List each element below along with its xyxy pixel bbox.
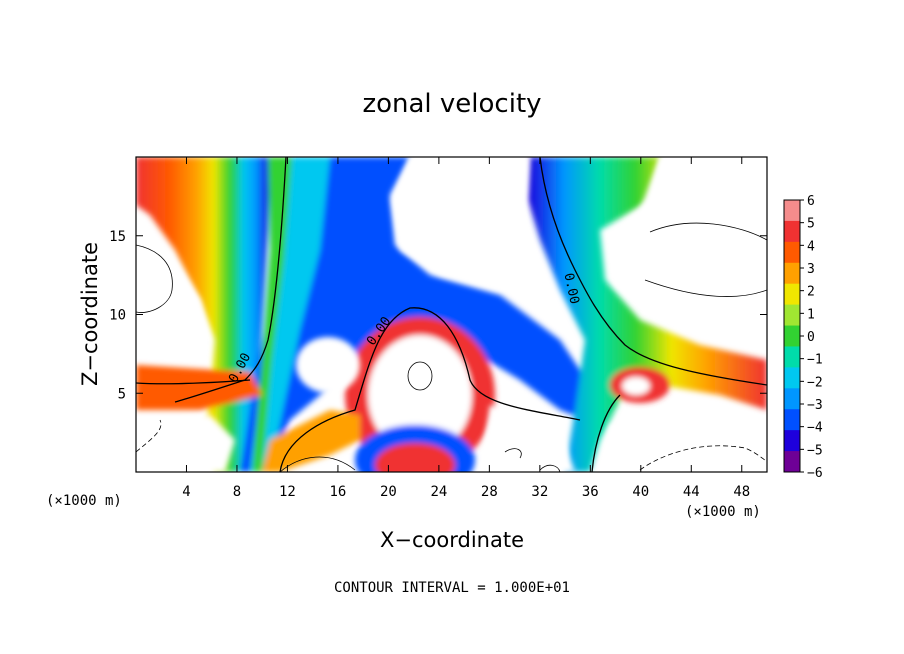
colorbar-label: −4 bbox=[807, 421, 823, 436]
colorbar-label: 4 bbox=[807, 239, 815, 254]
colorbar-swatch bbox=[784, 346, 800, 368]
colorbar-label: 2 bbox=[807, 285, 815, 300]
velocity-field: 0.000.000.00 bbox=[136, 157, 767, 472]
field-cyan-band bbox=[250, 157, 330, 472]
contour-thin-upper-right bbox=[644, 222, 767, 297]
field-white-hole-left bbox=[296, 337, 360, 393]
contour-label: 0.00 bbox=[560, 272, 581, 306]
field-white-region-lower-right bbox=[605, 425, 767, 472]
colorbar-swatch bbox=[784, 262, 800, 285]
field-left-low-strip bbox=[136, 365, 262, 410]
colorbar: 6 5 4 3 2 1 0 −1 −2 −3 −4 −5 −6 bbox=[783, 194, 823, 481]
colorbar-label: 0 bbox=[807, 330, 815, 345]
colorbar-label: −3 bbox=[807, 398, 823, 413]
colorbar-label: −2 bbox=[807, 375, 823, 390]
contour-thin-upper-left bbox=[136, 244, 173, 313]
colorbar-swatch bbox=[784, 283, 800, 306]
x-tick-label: 44 bbox=[683, 484, 700, 500]
x-tick-label: 12 bbox=[279, 484, 296, 500]
x-tick-label: 8 bbox=[233, 484, 241, 500]
colorbar-swatch bbox=[784, 241, 800, 264]
colorbar-swatch bbox=[784, 409, 800, 431]
x-tick-label: 48 bbox=[733, 484, 750, 500]
colorbar-swatch bbox=[784, 200, 800, 222]
chart-title: zonal velocity bbox=[362, 89, 541, 119]
field-white-region-bottom bbox=[480, 405, 575, 472]
contour-thin-bottom bbox=[279, 448, 561, 472]
y-tick-label: 15 bbox=[109, 229, 126, 245]
contour-zero-right bbox=[539, 157, 767, 386]
colorbar-label: 3 bbox=[807, 262, 815, 277]
contour-zero-left-low bbox=[136, 379, 251, 385]
y-tick-label: 5 bbox=[118, 386, 126, 402]
contour-dashed-left bbox=[136, 419, 162, 453]
x-unit-left: (×1000 m) bbox=[46, 493, 122, 509]
colorbar-label: −5 bbox=[807, 443, 823, 458]
x-tick-label: 24 bbox=[430, 484, 447, 500]
field-white-region-lower-left bbox=[136, 415, 235, 472]
contour-zero-arch bbox=[279, 307, 581, 472]
x-tick-label: 40 bbox=[632, 484, 649, 500]
contour-zero-right-low bbox=[591, 394, 621, 472]
field-bottom-strip bbox=[262, 410, 360, 472]
x-tick-label: 16 bbox=[329, 484, 346, 500]
colorbar-label: −6 bbox=[807, 466, 823, 481]
contour-interval-text: CONTOUR INTERVAL = 1.000E+01 bbox=[334, 580, 570, 596]
x-tick-label: 36 bbox=[582, 484, 599, 500]
colorbar-swatch bbox=[784, 451, 800, 473]
field-white-region-top bbox=[392, 157, 528, 290]
x-tick-label: 4 bbox=[182, 484, 190, 500]
y-tick-label: 10 bbox=[109, 308, 126, 324]
colorbar-swatch bbox=[784, 430, 800, 452]
colorbar-label: 5 bbox=[807, 217, 815, 232]
field-blue-band bbox=[240, 157, 585, 472]
colorbar-swatch bbox=[784, 304, 800, 326]
field-white-region-upper-left bbox=[136, 220, 210, 350]
field-white-region-right bbox=[610, 157, 767, 350]
field-right-column bbox=[528, 157, 767, 472]
x-axis: 4 8 12 16 20 24 28 32 36 40 44 48 bbox=[182, 157, 750, 500]
colorbar-label: 6 bbox=[807, 194, 815, 209]
x-axis-label: X−coordinate bbox=[380, 528, 524, 552]
colorbar-swatch bbox=[784, 388, 800, 410]
x-unit-right: (×1000 m) bbox=[685, 504, 761, 520]
contour-dashed-right bbox=[639, 445, 767, 471]
field-bottom-arch-inner bbox=[375, 443, 455, 472]
colorbar-swatch bbox=[784, 325, 800, 347]
colorbar-swatch bbox=[784, 367, 800, 389]
colorbar-label: 1 bbox=[807, 307, 815, 322]
field-right-pocket-inner bbox=[622, 377, 650, 395]
y-axis-label: Z−coordinate bbox=[78, 242, 102, 386]
colorbar-swatch bbox=[784, 220, 800, 243]
colorbar-label: −1 bbox=[807, 353, 823, 368]
x-tick-label: 20 bbox=[380, 484, 397, 500]
contour-lines bbox=[136, 157, 767, 472]
contour-thin-inner bbox=[407, 361, 433, 391]
contour-zero-left bbox=[174, 157, 287, 403]
x-tick-label: 32 bbox=[531, 484, 548, 500]
x-tick-label: 28 bbox=[481, 484, 498, 500]
field-arch-inner bbox=[368, 335, 472, 455]
y-axis: 5 10 15 bbox=[109, 229, 767, 402]
